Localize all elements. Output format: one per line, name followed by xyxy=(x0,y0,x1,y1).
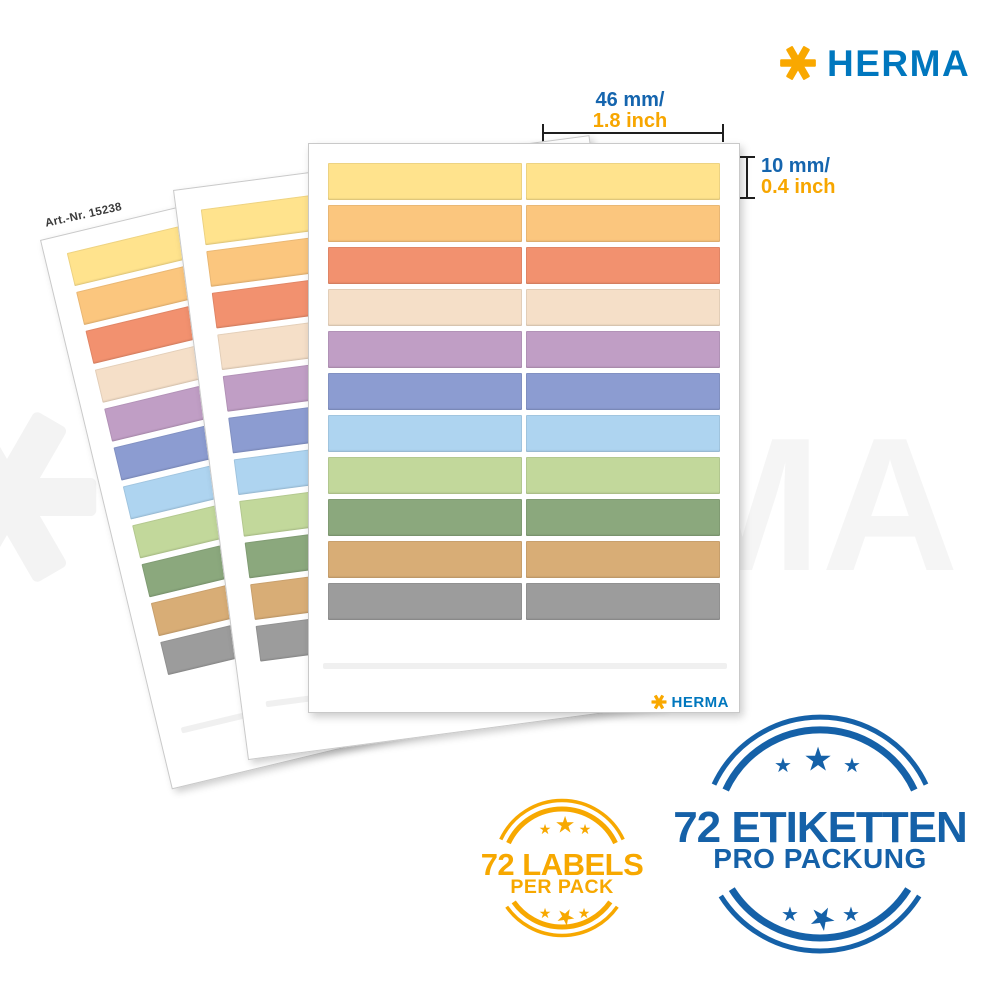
label-row xyxy=(328,289,720,326)
label-sticker xyxy=(328,625,522,662)
label-sticker xyxy=(328,457,522,494)
star-icon: ★ xyxy=(843,753,861,777)
label-sticker xyxy=(526,457,720,494)
label-row xyxy=(328,415,720,452)
label-sticker xyxy=(328,163,522,200)
badge-line2: PRO PACKUNG xyxy=(713,843,927,874)
label-row xyxy=(328,583,720,620)
star-icon: ★ xyxy=(842,902,860,926)
herma-asterisk-watermark-icon xyxy=(0,412,97,582)
height-dimension-tick-top xyxy=(740,156,755,159)
star-icon: ★ xyxy=(578,822,592,838)
star-icon: ★ xyxy=(554,812,576,839)
badge-rings xyxy=(499,798,625,938)
label-sticker xyxy=(328,415,522,452)
width-dimension-line xyxy=(543,132,723,135)
badge-line1: 72 LABELS xyxy=(480,847,644,882)
height-dimension-tick-bottom xyxy=(740,197,755,200)
star-icon: ★ xyxy=(538,906,552,922)
width-dimension-tick-left xyxy=(542,124,545,142)
herma-wordmark: HERMA xyxy=(827,42,971,84)
height-dimension-label: 10 mm/ 0.4 inch xyxy=(761,156,835,198)
label-sticker xyxy=(328,373,522,410)
label-sticker xyxy=(526,163,720,200)
label-sticker xyxy=(328,289,522,326)
label-row xyxy=(328,625,720,662)
herma-logo: HERMA xyxy=(779,44,970,82)
labels-per-pack-badge: ★ ★ ★ 72 LABELS PER PACK ★ ★ ★ xyxy=(467,773,657,963)
width-dimension-label: 46 mm/ 1.8 inch xyxy=(538,90,722,132)
star-icon: ★ xyxy=(577,906,591,922)
label-row xyxy=(328,499,720,536)
label-sticker xyxy=(328,331,522,368)
label-row xyxy=(328,331,720,368)
star-icon: ★ xyxy=(538,822,552,838)
label-sticker xyxy=(328,541,522,578)
label-sticker xyxy=(526,583,720,620)
label-sticker xyxy=(526,205,720,242)
badge-rings xyxy=(711,714,929,954)
label-row xyxy=(328,457,720,494)
sheet-cut-strip xyxy=(323,663,727,669)
label-row xyxy=(328,205,720,242)
herma-wordmark-small: HERMA xyxy=(671,693,729,711)
height-imperial: 0.4 inch xyxy=(761,176,836,198)
height-dimension-line xyxy=(746,157,749,199)
star-icon: ★ xyxy=(803,739,833,779)
label-sticker xyxy=(328,583,522,620)
height-metric: 10 mm/ xyxy=(761,155,830,177)
badge-line2: PER PACK xyxy=(510,876,614,898)
label-sheet-front: HERMA xyxy=(308,143,740,713)
label-sticker xyxy=(328,499,522,536)
label-grid xyxy=(328,163,720,667)
label-sticker xyxy=(526,373,720,410)
herma-logo-small: HERMA xyxy=(650,693,730,711)
label-sticker xyxy=(526,625,720,662)
label-row xyxy=(328,247,720,284)
herma-asterisk-icon xyxy=(650,694,667,710)
label-sticker xyxy=(526,499,720,536)
label-row xyxy=(328,541,720,578)
label-row xyxy=(328,163,720,200)
label-sticker xyxy=(526,541,720,578)
star-icon: ★ xyxy=(774,753,792,777)
width-metric: 46 mm/ xyxy=(595,89,665,111)
herma-asterisk-icon xyxy=(780,46,816,80)
label-sticker xyxy=(328,205,522,242)
width-imperial: 1.8 inch xyxy=(592,110,668,132)
label-sticker xyxy=(526,415,720,452)
label-sticker xyxy=(526,247,720,284)
label-sticker xyxy=(526,289,720,326)
etiketten-pro-packung-badge: ★ ★ ★ 72 ETIKETTEN PRO PACKUNG ★ ★ ★ xyxy=(673,709,968,959)
star-icon: ★ xyxy=(781,902,799,926)
label-sticker xyxy=(526,331,720,368)
label-row xyxy=(328,373,720,410)
badge-line1: 72 ETIKETTEN xyxy=(673,803,968,852)
label-sticker xyxy=(328,247,522,284)
width-dimension-tick-right xyxy=(722,124,725,142)
